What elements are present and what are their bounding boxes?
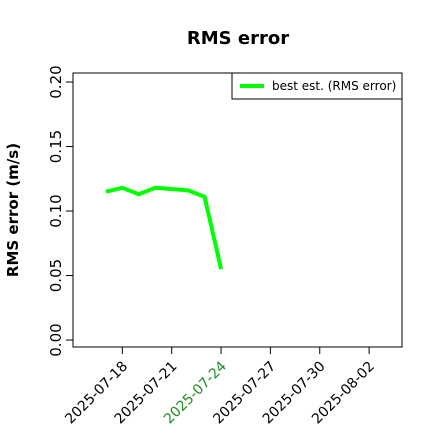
y-tick-label: 0.10 <box>47 194 65 227</box>
y-tick-label: 0.15 <box>47 130 65 163</box>
chart-title: RMS error <box>187 28 289 49</box>
plot-frame <box>72 72 403 348</box>
y-tick-label: 0.20 <box>47 65 65 98</box>
y-tick-label: 0.05 <box>47 259 65 292</box>
legend-label: best est. (RMS error) <box>272 79 396 93</box>
data-line <box>105 185 224 270</box>
y-axis-label: RMS error (m/s) <box>4 143 22 277</box>
y-tick-label: 0.00 <box>47 323 65 356</box>
